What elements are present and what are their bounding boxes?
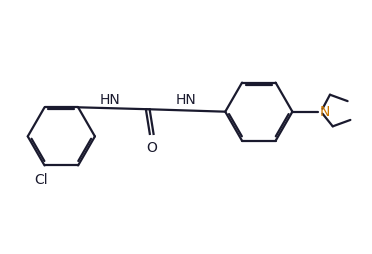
Text: HN: HN [176, 92, 197, 106]
Text: HN: HN [100, 92, 121, 106]
Text: N: N [320, 104, 330, 118]
Text: Cl: Cl [34, 172, 47, 186]
Text: O: O [146, 140, 157, 154]
